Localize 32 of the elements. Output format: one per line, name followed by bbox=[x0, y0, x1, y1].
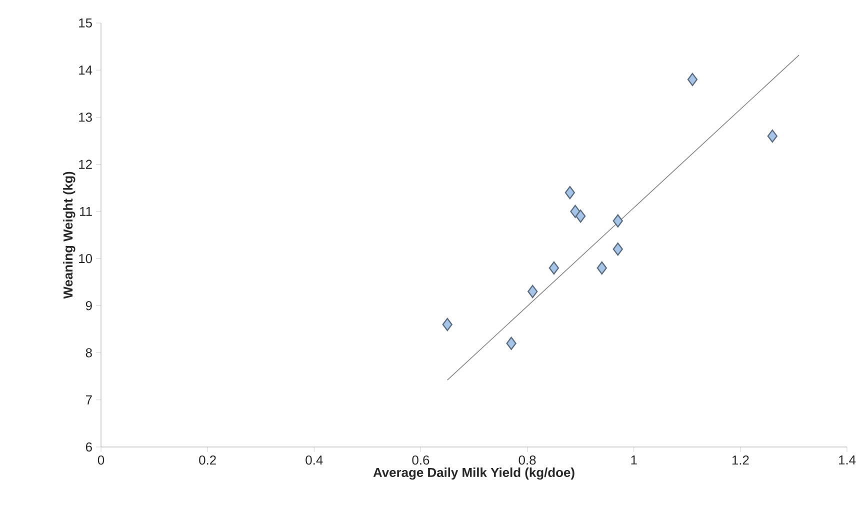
point bbox=[570, 204, 580, 218]
y-tick-label: 6 bbox=[86, 442, 92, 452]
y-tick-label: 7 bbox=[86, 395, 92, 404]
y-tick-label: 13 bbox=[79, 112, 92, 122]
point bbox=[506, 336, 516, 350]
x-tick-label: 0.6 bbox=[412, 455, 430, 465]
point bbox=[687, 72, 698, 86]
point bbox=[612, 214, 623, 228]
y-tick-label: 9 bbox=[86, 301, 92, 310]
point bbox=[596, 261, 607, 275]
x-tick-label: 0.4 bbox=[306, 455, 323, 465]
y-tick-label: 12 bbox=[79, 160, 92, 169]
point bbox=[767, 129, 778, 143]
x-axis-title: Average Daily Milk Yield (kg/doe) bbox=[373, 468, 574, 480]
x-tick-label: 0.2 bbox=[199, 455, 216, 465]
y-tick-label: 10 bbox=[79, 254, 92, 264]
point bbox=[442, 318, 452, 332]
x-tick-label: 1.2 bbox=[732, 455, 749, 465]
x-tick-label: 0.8 bbox=[518, 455, 536, 465]
point bbox=[612, 242, 623, 256]
point bbox=[564, 186, 575, 200]
y-tick-label: 14 bbox=[79, 66, 92, 75]
x-tick-label: 1 bbox=[631, 456, 637, 464]
y-tick-label: 15 bbox=[79, 18, 92, 28]
y-tick-label: 11 bbox=[80, 206, 92, 216]
point bbox=[575, 210, 586, 223]
y-axis-title: Weaning Weight (kg) bbox=[63, 172, 76, 299]
y-tick-label: 8 bbox=[86, 348, 92, 358]
point bbox=[528, 284, 538, 298]
x-tick-label: 0 bbox=[98, 455, 104, 465]
x-tick-label: 1.4 bbox=[838, 456, 856, 464]
point bbox=[548, 261, 560, 275]
